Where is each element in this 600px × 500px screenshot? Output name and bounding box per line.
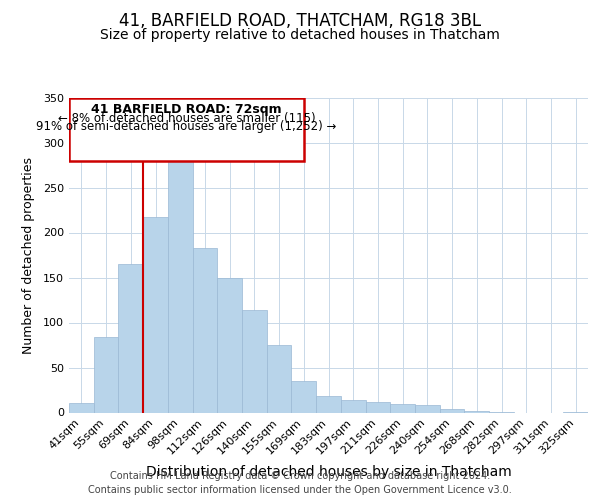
Bar bbox=[193, 248, 217, 412]
Bar bbox=[69, 402, 94, 412]
Bar bbox=[118, 264, 143, 412]
Bar bbox=[415, 406, 440, 412]
Text: Contains public sector information licensed under the Open Government Licence v3: Contains public sector information licen… bbox=[88, 485, 512, 495]
Text: ← 8% of detached houses are smaller (115): ← 8% of detached houses are smaller (115… bbox=[58, 112, 315, 125]
Text: 41, BARFIELD ROAD, THATCHAM, RG18 3BL: 41, BARFIELD ROAD, THATCHAM, RG18 3BL bbox=[119, 12, 481, 30]
Bar bbox=[390, 404, 415, 412]
Bar bbox=[143, 217, 168, 412]
Bar bbox=[464, 410, 489, 412]
Bar bbox=[242, 310, 267, 412]
Bar bbox=[440, 409, 464, 412]
Y-axis label: Number of detached properties: Number of detached properties bbox=[22, 156, 35, 354]
X-axis label: Distribution of detached houses by size in Thatcham: Distribution of detached houses by size … bbox=[146, 464, 511, 478]
Bar bbox=[341, 400, 365, 412]
Bar bbox=[267, 345, 292, 412]
Text: 41 BARFIELD ROAD: 72sqm: 41 BARFIELD ROAD: 72sqm bbox=[91, 103, 282, 116]
Text: Contains HM Land Registry data © Crown copyright and database right 2024.: Contains HM Land Registry data © Crown c… bbox=[110, 471, 490, 481]
Bar bbox=[94, 337, 118, 412]
Bar bbox=[316, 396, 341, 412]
Text: 91% of semi-detached houses are larger (1,252) →: 91% of semi-detached houses are larger (… bbox=[36, 120, 337, 133]
Bar bbox=[168, 155, 193, 412]
Bar bbox=[292, 381, 316, 412]
Bar bbox=[217, 278, 242, 412]
Bar bbox=[365, 402, 390, 412]
Text: Size of property relative to detached houses in Thatcham: Size of property relative to detached ho… bbox=[100, 28, 500, 42]
Bar bbox=[69, 98, 304, 160]
